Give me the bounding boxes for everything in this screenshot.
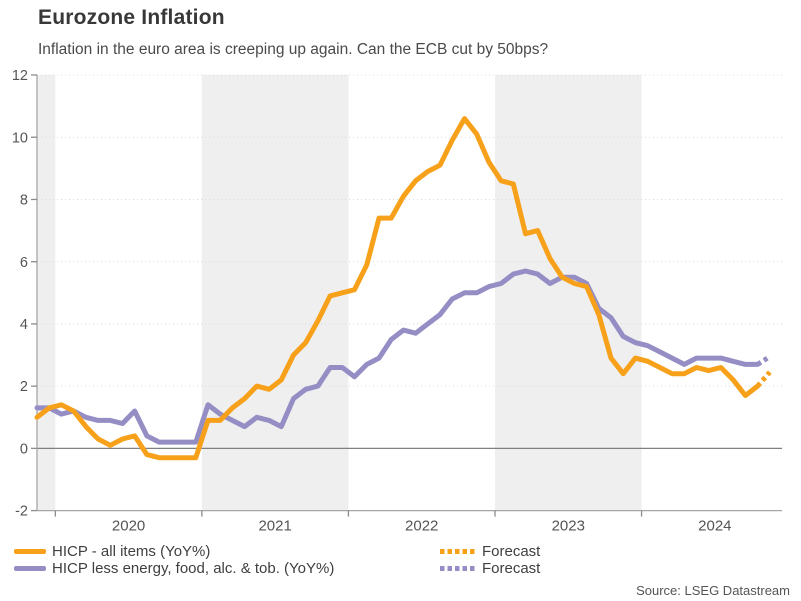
core-forecast-swatch <box>440 566 475 571</box>
hicp-forecast-swatch <box>440 549 475 554</box>
y-tick-label: 10 <box>12 130 28 146</box>
x-tick-label: 2021 <box>258 518 291 535</box>
y-tick-label: 12 <box>12 68 28 84</box>
hicp-line-swatch <box>14 549 46 554</box>
y-tick-label: 2 <box>20 379 28 395</box>
hicp-legend-label: HICP - all items (YoY%) <box>52 543 211 560</box>
year-band-2019 <box>37 75 56 511</box>
y-tick-label: 8 <box>20 193 28 209</box>
gridlines <box>37 74 782 450</box>
core-forecast-line <box>756 354 772 367</box>
y-tick-label: 6 <box>20 255 28 271</box>
y-tick-label: -2 <box>15 504 28 520</box>
axes <box>31 74 782 517</box>
hicp-core-line <box>34 268 761 445</box>
core-forecast-label: Forecast <box>482 560 541 577</box>
chart-title: Eurozone Inflation <box>38 6 225 29</box>
x-tick-label: 2022 <box>405 518 438 535</box>
data-series-lines <box>34 116 772 461</box>
axis-tick-labels: -2 0 2 4 6 8 10 12 2020 2021 2022 2023 2024 <box>12 68 732 535</box>
hicp-forecast-label: Forecast <box>482 543 541 560</box>
core-line-swatch <box>14 566 46 571</box>
hicp-forecast-line <box>755 370 772 388</box>
x-tick-label: 2020 <box>112 518 145 535</box>
legend-row-hicp: HICP - all items (YoY%) Forecast <box>0 543 801 560</box>
source-attribution: Source: LSEG Datastream <box>636 583 790 598</box>
x-tick-label: 2024 <box>698 518 731 535</box>
chart-subtitle: Inflation in the euro area is creeping u… <box>38 41 549 58</box>
y-tick-label: 4 <box>20 317 28 333</box>
year-shading-bands <box>37 75 642 511</box>
hicp-all-items-line <box>34 116 761 461</box>
chart-legend: HICP - all items (YoY%) Forecast HICP le… <box>0 543 801 577</box>
y-tick-label: 0 <box>20 441 28 457</box>
year-band-2023 <box>494 75 642 511</box>
year-band-2021 <box>201 75 349 511</box>
x-tick-label: 2023 <box>552 518 585 535</box>
core-legend-label: HICP less energy, food, alc. & tob. (YoY… <box>52 560 335 577</box>
legend-row-core: HICP less energy, food, alc. & tob. (YoY… <box>0 560 801 577</box>
